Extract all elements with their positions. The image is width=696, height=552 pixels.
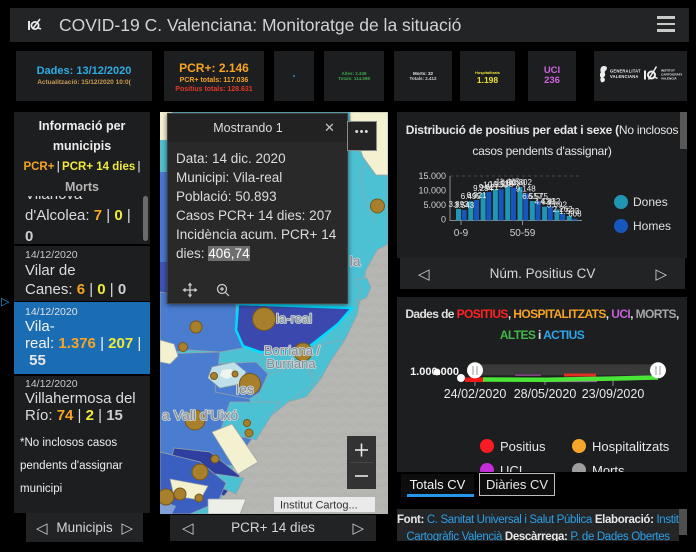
svg-text:Burriana: Burriana — [266, 356, 316, 371]
svg-text:6.495: 6.495 — [461, 192, 482, 201]
svg-text:CARTOGRÀFIC: CARTOGRÀFIC — [661, 72, 682, 77]
svg-text:4.638: 4.638 — [535, 198, 556, 207]
svg-text:les: les — [236, 381, 254, 397]
svg-text:6.575: 6.575 — [528, 192, 549, 201]
svg-text:15.000: 15.000 — [418, 171, 446, 181]
svg-text:0: 0 — [441, 215, 446, 225]
svg-text:24/02/2020: 24/02/2020 — [444, 387, 507, 401]
svg-text:50-59: 50-59 — [510, 228, 536, 239]
svg-text:Positius: Positius — [500, 439, 546, 454]
svg-text:a Vall d'Uixó: a Vall d'Uixó — [162, 407, 239, 423]
svg-text:1.533: 1.533 — [559, 207, 580, 216]
svg-text:3.543: 3.543 — [454, 201, 475, 210]
svg-text:Dones: Dones — [633, 195, 668, 209]
svg-text:3.893: 3.893 — [448, 200, 469, 209]
svg-text:10.538: 10.538 — [489, 180, 514, 189]
svg-text:VALENCIANA: VALENCIANA — [610, 74, 639, 79]
svg-text:6.557: 6.557 — [522, 192, 543, 201]
svg-text:4.832: 4.832 — [540, 197, 561, 206]
svg-text:5.000: 5.000 — [423, 200, 446, 210]
svg-text:10.000: 10.000 — [418, 186, 446, 196]
svg-text:6.921: 6.921 — [466, 191, 487, 200]
svg-text:608: 608 — [568, 210, 582, 219]
svg-text:9.294: 9.294 — [473, 184, 494, 193]
svg-text:UCI: UCI — [500, 463, 522, 472]
svg-text:0-9: 0-9 — [454, 228, 469, 239]
svg-text:11.090: 11.090 — [501, 179, 525, 188]
svg-text:11.302: 11.302 — [508, 178, 532, 187]
svg-text:10.530: 10.530 — [483, 180, 508, 189]
svg-text:Institut Cartog...: Institut Cartog... — [280, 500, 358, 512]
svg-text:GENERALITAT: GENERALITAT — [610, 69, 641, 74]
svg-text:Morts: Morts — [592, 463, 625, 472]
svg-text:3.692: 3.692 — [547, 201, 568, 210]
svg-text:Homes: Homes — [633, 219, 671, 233]
svg-text:VALENCIÀ: VALENCIÀ — [661, 76, 677, 81]
svg-text:28/05/2020: 28/05/2020 — [514, 387, 577, 401]
svg-text:Borriana /: Borriana / — [264, 343, 321, 358]
svg-text:la-real: la-real — [276, 311, 312, 326]
svg-text:23/09/2020: 23/09/2020 — [582, 387, 645, 401]
svg-text:11.465: 11.465 — [496, 178, 520, 187]
svg-text:Hospitalitzats: Hospitalitzats — [592, 439, 670, 454]
svg-text:2.262: 2.262 — [553, 205, 574, 214]
svg-text:9.621: 9.621 — [479, 183, 500, 192]
svg-text:INSTITUT: INSTITUT — [661, 69, 675, 73]
svg-text:9.148: 9.148 — [516, 184, 537, 193]
